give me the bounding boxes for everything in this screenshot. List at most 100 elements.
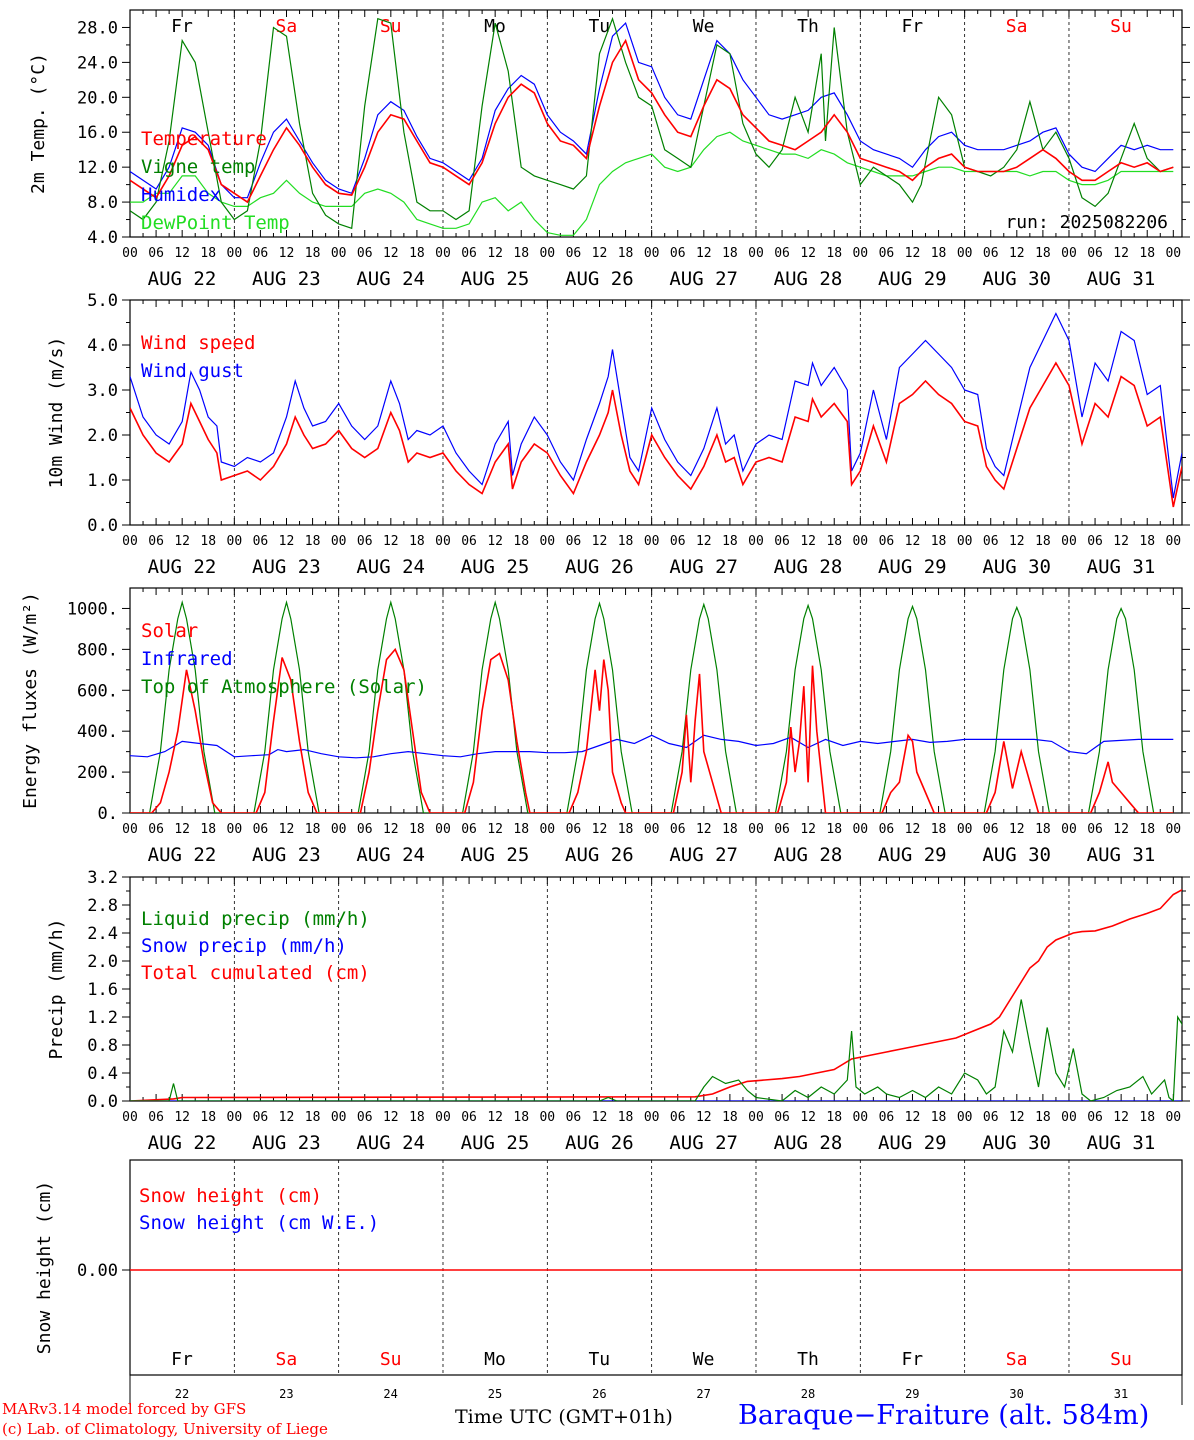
y-tick-label: 0.4: [87, 1064, 118, 1084]
y-tick-label: 16.0: [77, 123, 118, 143]
x-hour-label: 06: [566, 246, 582, 261]
time-axis-label: Time UTC (GMT+01h): [455, 1406, 673, 1428]
x-hour-label: 06: [148, 1110, 164, 1125]
x-hour-label: 06: [253, 822, 269, 837]
series-line-humidex: [130, 21, 1174, 199]
x-hour-label: 18: [305, 534, 321, 549]
series-line-wind-speed: [130, 361, 1182, 508]
x-hour-label: 00: [1165, 534, 1181, 549]
x-hour-label: 12: [696, 822, 712, 837]
y-tick-label: 4.0: [87, 228, 118, 248]
day-name-label: Fr: [901, 1349, 923, 1370]
x-hour-label: 00: [122, 822, 138, 837]
x-hour-label: 00: [852, 822, 868, 837]
legend-entry: Top of Atmosphere (Solar): [141, 676, 427, 698]
x-hour-label: 12: [905, 1110, 921, 1125]
x-hour-label: 00: [1165, 822, 1181, 837]
x-hour-label: 06: [983, 1110, 999, 1125]
x-hour-label: 06: [879, 1110, 895, 1125]
x-date-label: AUG 28: [774, 268, 843, 290]
x-date-label: AUG 27: [669, 844, 738, 866]
x-hour-label: 06: [148, 534, 164, 549]
x-hour-label: 18: [618, 534, 634, 549]
x-date-label: AUG 24: [356, 268, 425, 290]
x-date-label: AUG 28: [774, 1132, 843, 1154]
y-tick-label: 0.00: [77, 1261, 118, 1281]
x-hour-label: 12: [1009, 246, 1025, 261]
x-hour-label: 12: [800, 1110, 816, 1125]
x-hour-label: 12: [1113, 534, 1129, 549]
x-hour-label: 00: [539, 534, 555, 549]
day-name-label: Mo: [484, 1349, 506, 1370]
y-axis-label: 10m Wind (m/s): [46, 337, 67, 489]
x-hour-label: 18: [722, 534, 738, 549]
x-hour-label: 00: [227, 246, 243, 261]
x-hour-label: 18: [200, 1110, 216, 1125]
x-hour-label: 18: [1035, 1110, 1051, 1125]
day-name-label: Fr: [901, 16, 923, 37]
x-hour-label: 00: [435, 1110, 451, 1125]
x-date-label: AUG 26: [565, 556, 634, 578]
x-hour-label: 06: [774, 1110, 790, 1125]
x-hour-label: 06: [357, 246, 373, 261]
x-hour-label: 06: [148, 246, 164, 261]
x-hour-label: 00: [227, 534, 243, 549]
x-hour-label: 00: [539, 822, 555, 837]
x-hour-label: 12: [174, 534, 190, 549]
y-tick-label: 1.6: [87, 980, 118, 1000]
y-axis-label: 2m Temp. (°C): [28, 53, 49, 194]
x-hour-label: 06: [879, 822, 895, 837]
y-tick-label: 0.0: [87, 1092, 118, 1112]
x-hour-label: 12: [383, 534, 399, 549]
x-hour-label: 18: [513, 246, 529, 261]
y-tick-label: 0.: [98, 804, 118, 824]
x-hour-label: 06: [461, 822, 477, 837]
x-hour-label: 00: [539, 1110, 555, 1125]
x-hour-label: 00: [852, 534, 868, 549]
x-hour-label: 18: [1139, 246, 1155, 261]
legend-entry: Liquid precip (mm/h): [141, 908, 370, 930]
x-hour-label: 12: [279, 1110, 295, 1125]
y-tick-label: 12.0: [77, 158, 118, 178]
x-date-label: AUG 25: [461, 1132, 530, 1154]
copyright-credit: (c) Lab. of Climatology, University of L…: [2, 1420, 328, 1438]
y-tick-label: 3.2: [87, 868, 118, 888]
day-name-label: Tu: [588, 1349, 610, 1370]
x-hour-label: 00: [1061, 822, 1077, 837]
series-line-solar: [130, 647, 1174, 813]
y-tick-label: 28.0: [77, 18, 118, 38]
legend-entry: DewPoint Temp: [141, 212, 290, 234]
x-hour-label: 00: [122, 1110, 138, 1125]
x-hour-label: 06: [1087, 1110, 1103, 1125]
x-hour-label: 00: [331, 246, 347, 261]
series-line-top-of-atmosphere-solar-: [130, 599, 1174, 813]
plot-frame: [129, 1159, 1183, 1376]
x-hour-label: 18: [1139, 822, 1155, 837]
x-hour-label: 00: [435, 246, 451, 261]
x-hour-label: 00: [748, 1110, 764, 1125]
x-date-label: AUG 31: [1087, 844, 1156, 866]
x-hour-label: 18: [722, 246, 738, 261]
x-hour-label: 06: [1087, 534, 1103, 549]
x-hour-label: 12: [905, 534, 921, 549]
x-hour-label: 00: [1165, 246, 1181, 261]
x-hour-label: 12: [800, 246, 816, 261]
y-tick-label: 1000.: [67, 599, 118, 619]
x-hour-label: 12: [905, 822, 921, 837]
x-date-label: AUG 28: [774, 556, 843, 578]
legend-entry: Snow precip (mm/h): [141, 935, 347, 957]
x-date-label: AUG 23: [252, 556, 321, 578]
x-date-label: AUG 30: [982, 556, 1051, 578]
x-date-label: AUG 30: [982, 844, 1051, 866]
x-date-label: AUG 29: [878, 268, 947, 290]
x-hour-label: 06: [1087, 822, 1103, 837]
x-hour-label: 12: [1113, 822, 1129, 837]
y-tick-label: 4.0: [87, 336, 118, 356]
x-date-label: AUG 31: [1087, 268, 1156, 290]
x-hour-label: 00: [957, 246, 973, 261]
day-name-label: Th: [797, 1349, 819, 1370]
y-axis-label: Energy fluxes (W/m²): [20, 592, 41, 809]
x-hour-label: 18: [513, 534, 529, 549]
x-hour-label: 18: [409, 534, 425, 549]
x-hour-label: 18: [931, 1110, 947, 1125]
